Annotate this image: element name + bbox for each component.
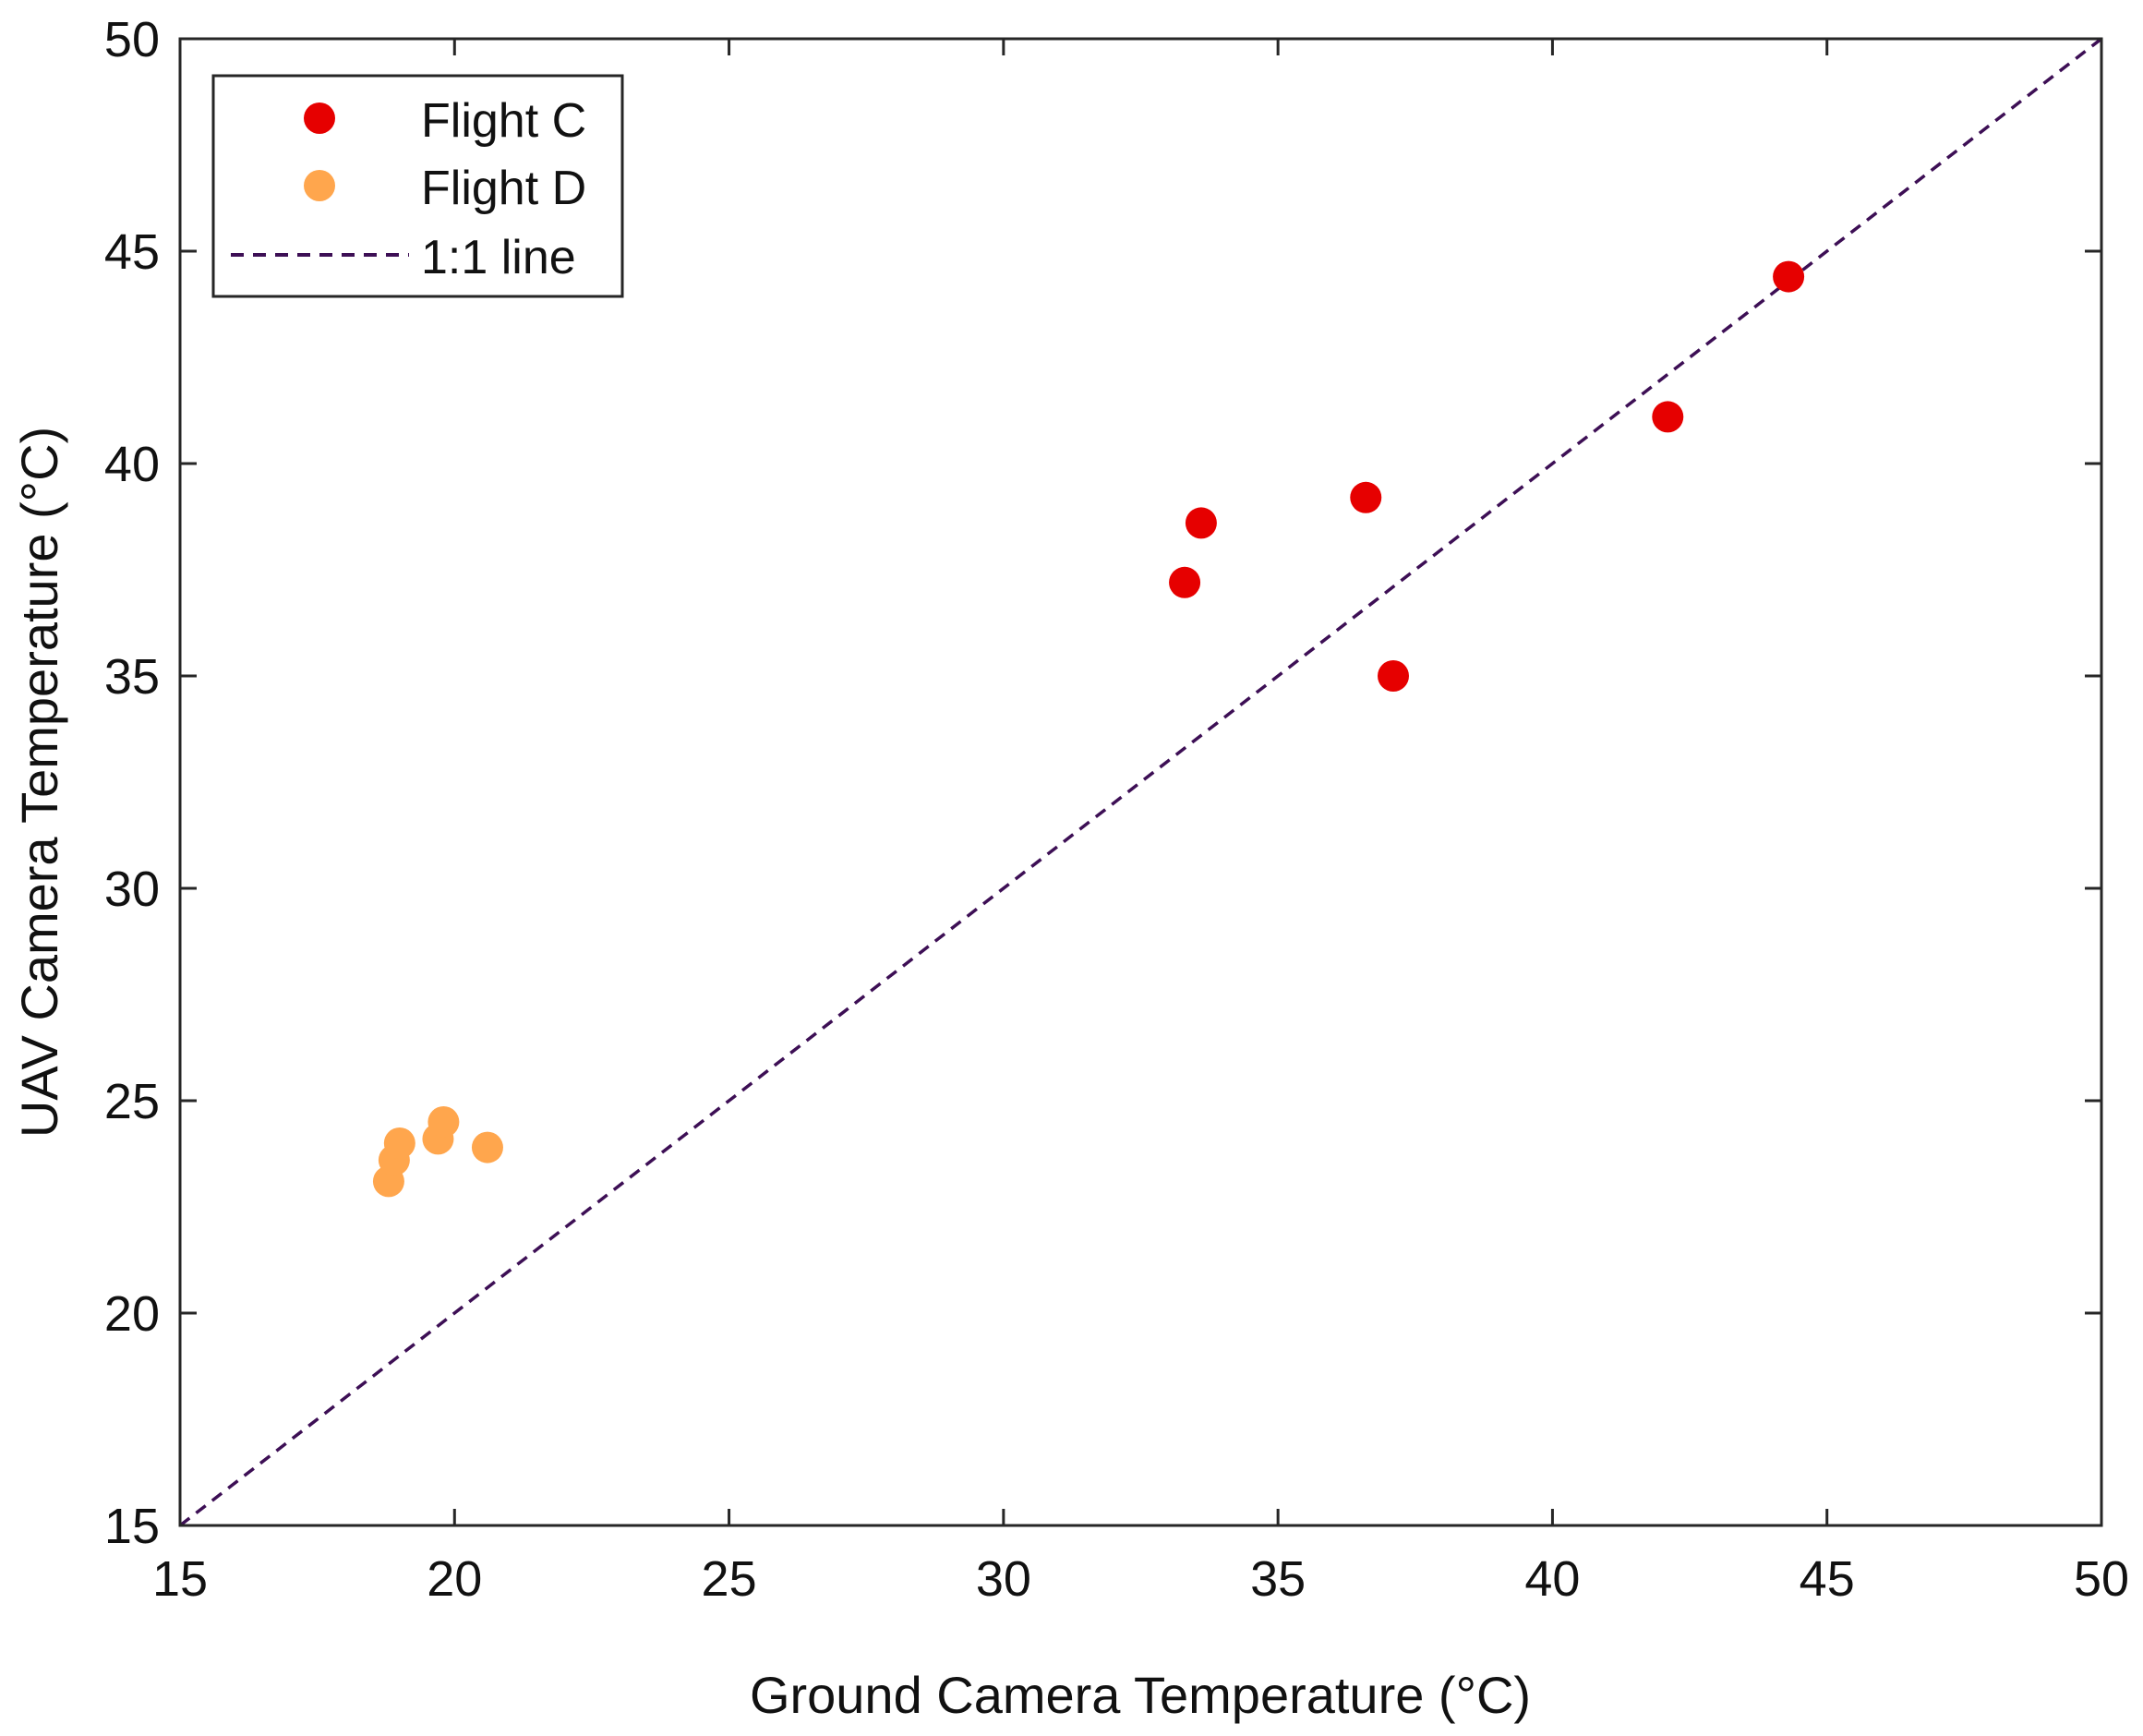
legend-label-flight-c: Flight C bbox=[421, 94, 586, 148]
data-point-flight-d-3 bbox=[383, 1127, 415, 1159]
legend-marker-flight-c bbox=[304, 102, 335, 134]
x-tick-label-30: 30 bbox=[976, 1551, 1031, 1607]
y-tick-label-40: 40 bbox=[104, 437, 160, 492]
legend-marker-flight-d bbox=[304, 170, 335, 201]
data-point-flight-c-3 bbox=[1350, 481, 1382, 513]
data-point-flight-c-5 bbox=[1652, 401, 1684, 433]
legend: Flight C Flight D 1:1 line bbox=[211, 74, 624, 298]
x-tick-label-50: 50 bbox=[2074, 1551, 2129, 1607]
x-tick-label-35: 35 bbox=[1250, 1551, 1306, 1607]
y-tick-label-50: 50 bbox=[104, 12, 160, 67]
data-point-flight-d-6 bbox=[471, 1131, 503, 1163]
ticks-layer bbox=[178, 37, 2103, 1527]
data-points-layer bbox=[372, 260, 1805, 1198]
y-axis-label: UAV Camera Temperature (°C) bbox=[10, 427, 68, 1138]
y-tick-label-30: 30 bbox=[104, 862, 160, 917]
x-tick-label-45: 45 bbox=[1800, 1551, 1855, 1607]
tick-labels-layer: 15 20 25 30 35 40 45 50 15 20 25 30 35 40 45 50 bbox=[104, 12, 2129, 1607]
y-tick-label-25: 25 bbox=[104, 1074, 160, 1129]
x-tick-label-15: 15 bbox=[152, 1551, 208, 1607]
data-point-flight-c-4 bbox=[1378, 660, 1410, 692]
legend-label-1to1: 1:1 line bbox=[421, 231, 576, 284]
data-point-flight-d-5 bbox=[427, 1106, 460, 1138]
x-tick-label-20: 20 bbox=[427, 1551, 482, 1607]
data-point-flight-c-2 bbox=[1185, 507, 1217, 539]
legend-box bbox=[211, 74, 624, 298]
x-tick-label-25: 25 bbox=[702, 1551, 757, 1607]
legend-label-flight-d: Flight D bbox=[421, 162, 586, 215]
data-point-flight-c-6 bbox=[1773, 260, 1805, 293]
plot-frame bbox=[178, 37, 2103, 1527]
y-tick-label-35: 35 bbox=[104, 649, 160, 705]
y-tick-label-15: 15 bbox=[104, 1499, 160, 1554]
x-tick-label-40: 40 bbox=[1524, 1551, 1580, 1607]
x-axis-label: Ground Camera Temperature (°C) bbox=[750, 1666, 1531, 1724]
y-tick-label-20: 20 bbox=[104, 1286, 160, 1342]
data-point-flight-c-1 bbox=[1169, 566, 1201, 598]
y-tick-label-45: 45 bbox=[104, 224, 160, 280]
